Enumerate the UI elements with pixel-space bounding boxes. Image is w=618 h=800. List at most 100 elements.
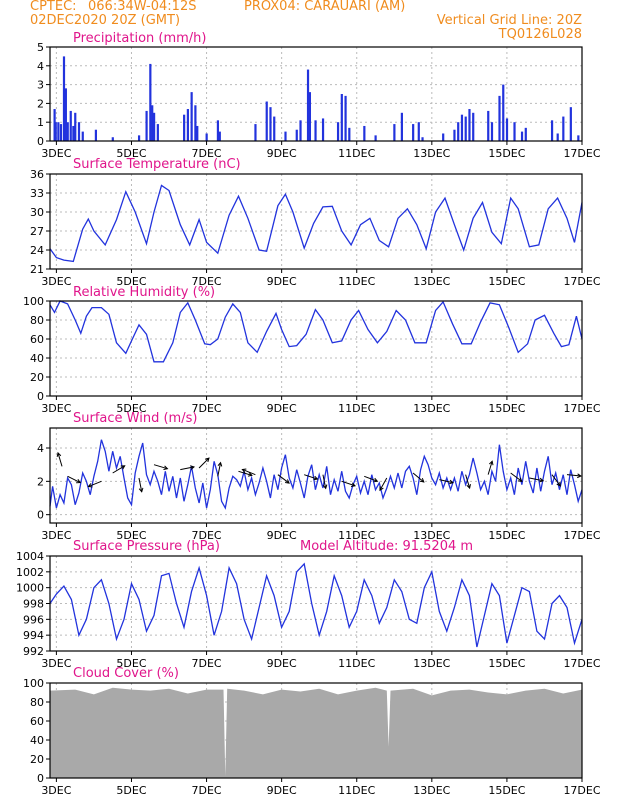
precipitation-bar: [152, 112, 156, 141]
precipitation-bar: [490, 122, 494, 141]
wind-vector-arrow: [67, 475, 81, 484]
pressure-xtick-label: 13DEC: [413, 657, 450, 670]
precipitation-bar: [502, 84, 505, 141]
precipitation-bar: [254, 124, 257, 141]
temperature-xtick-label: 13DEC: [413, 275, 450, 288]
header-datetime: 02DEC2020 20Z (GMT): [30, 13, 181, 28]
wind-vector-arrow: [465, 474, 471, 489]
precipitation-xtick-label: 11DEC: [338, 147, 375, 160]
precipitation-bar: [145, 110, 148, 141]
precipitation-bar: [183, 114, 186, 141]
temperature-title: Surface Temperature (nC): [73, 157, 241, 172]
wind-ytick-label: 4: [37, 442, 44, 455]
wind-vector-arrow: [341, 480, 356, 487]
precipitation-bar: [196, 125, 199, 141]
cloud-cover-ytick-label: 60: [30, 715, 44, 728]
precipitation-bar: [69, 110, 72, 141]
wind-vector-arrow: [57, 452, 63, 467]
wind-vector-arrowhead: [517, 477, 523, 483]
temperature-series-line: [49, 184, 583, 263]
wind-xtick-label: 13DEC: [413, 529, 450, 542]
precipitation-bar: [186, 109, 189, 141]
precipitation-frame: [49, 46, 583, 142]
wind-vector-arrow: [304, 474, 318, 480]
wind-vector-arrowhead: [138, 487, 144, 493]
precipitation-bar: [111, 137, 114, 141]
precipitation-bar: [472, 112, 475, 141]
humidity-xtick-label: 15DEC: [488, 402, 525, 415]
precipitation-bar: [400, 112, 403, 141]
temperature-xtick-label: 17DEC: [563, 275, 600, 288]
precipitation-ytick-label: 0: [37, 135, 44, 148]
precipitation-ytick-label: 3: [37, 79, 44, 92]
pressure-ytick-label: 992: [23, 645, 44, 658]
precipitation-bar: [137, 135, 141, 141]
precipitation-bar: [306, 69, 310, 141]
cloud-cover-ytick-label: 100: [23, 677, 44, 690]
precipitation-bar: [556, 133, 559, 141]
wind-vector-arrowhead: [204, 457, 210, 463]
pressure-xtick-label: 15DEC: [488, 657, 525, 670]
precipitation-bar: [340, 94, 343, 141]
precipitation-bar: [569, 107, 572, 141]
wind-vector-arrow: [412, 472, 425, 483]
precipitation-ytick-label: 1: [37, 116, 44, 129]
wind-vector-arrow: [217, 462, 222, 477]
wind-vector-arrowhead: [419, 478, 425, 483]
wind-xtick-label: 17DEC: [563, 529, 600, 542]
precipitation-bar: [218, 131, 221, 141]
wind-vector-arrow: [277, 474, 290, 484]
precipitation-bar: [284, 131, 287, 141]
wind-vector-arrowhead: [190, 465, 196, 470]
wind-vector-arrowhead: [350, 482, 356, 487]
precipitation-bar: [453, 129, 456, 141]
wind-vector-arrow: [439, 479, 454, 484]
wind-vector-arrowhead: [488, 460, 494, 466]
wind-vector-arrowhead: [217, 461, 223, 467]
precipitation-bar: [520, 131, 524, 141]
temperature-xtick-label: 3DEC: [41, 275, 71, 288]
precipitation-bar: [550, 120, 554, 141]
humidity-ytick-label: 20: [30, 371, 44, 384]
wind-vector-arrow: [198, 457, 210, 469]
temperature-xtick-label: 5DEC: [116, 275, 146, 288]
humidity-xtick-label: 17DEC: [563, 402, 600, 415]
wind-vector-arrow: [487, 461, 493, 475]
wind-vector-arrowhead: [539, 477, 545, 483]
wind-vector-arrowhead: [247, 472, 253, 477]
temperature-xtick-label: 15DEC: [488, 275, 525, 288]
wind-vector-arrow: [322, 474, 327, 489]
wind-ytick-label: 0: [37, 509, 44, 522]
wind-vector-arrow: [112, 465, 125, 474]
precipitation-bar: [417, 122, 420, 141]
humidity-ytick-label: 60: [30, 333, 44, 346]
wind-vector-arrow: [153, 464, 168, 470]
temperature-ytick-label: 24: [30, 244, 44, 257]
temperature-ytick-label: 36: [30, 168, 44, 181]
wind-vector-arrow: [379, 477, 388, 491]
pressure-ytick-label: 996: [23, 613, 44, 626]
header-coordinates: 066:34W-04:12S: [88, 0, 197, 14]
temperature-xtick-label: 11DEC: [338, 275, 375, 288]
temperature-ytick-label: 27: [30, 225, 44, 238]
precipitation-xtick-label: 9DEC: [267, 147, 297, 160]
pressure-ytick-label: 994: [23, 629, 44, 642]
wind-vector-arrowhead: [373, 477, 379, 483]
wind-vector-arrowhead: [87, 483, 93, 488]
precipitation-bar: [66, 122, 69, 141]
humidity-ytick-label: 100: [23, 295, 44, 308]
humidity-frame: [49, 300, 583, 397]
precipitation-xtick-label: 17DEC: [563, 147, 600, 160]
wind-frame: [49, 427, 583, 524]
cloud-cover-xtick-label: 15DEC: [488, 784, 525, 797]
precipitation-bar: [524, 127, 527, 141]
precipitation-bar: [194, 105, 197, 141]
cloud-cover-ytick-label: 80: [30, 696, 44, 709]
precipitation-ytick-label: 2: [37, 97, 44, 110]
precipitation-bar: [348, 127, 351, 141]
wind-ytick-label: 2: [37, 475, 44, 488]
wind-title: Surface Wind (m/s): [73, 411, 197, 426]
wind-vector-arrowhead: [120, 465, 126, 470]
header-model-id: TQ0126L028: [498, 27, 582, 42]
